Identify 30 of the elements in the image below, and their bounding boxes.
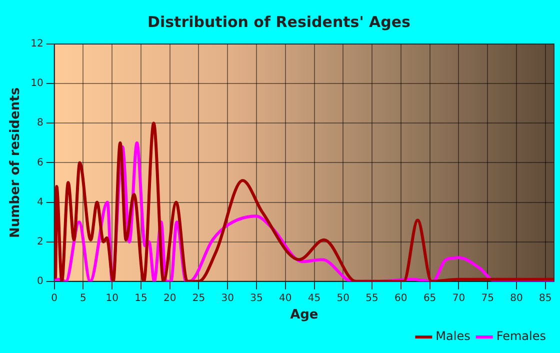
x-tick-label: 65: [423, 292, 436, 304]
y-axis-title: Number of residents: [8, 87, 24, 238]
x-tick-label: 85: [538, 292, 552, 304]
x-tick-label: 60: [394, 292, 408, 304]
x-tick-label: 30: [221, 292, 234, 304]
x-tick-label: 55: [366, 292, 378, 304]
x-tick-label: 80: [510, 292, 523, 304]
x-tick-label: 20: [163, 292, 176, 304]
x-tick-label: 45: [308, 292, 321, 304]
x-tick-label: 10: [106, 292, 118, 304]
x-tick-label: 25: [192, 292, 206, 304]
x-axis-title: Age: [290, 308, 318, 323]
chart-title: Distribution of Residents' Ages: [148, 12, 411, 31]
x-tick-label: 15: [134, 292, 148, 304]
y-tick-label: 0: [36, 276, 44, 287]
y-tick-label: 12: [30, 38, 44, 50]
legend-label: Males: [436, 329, 470, 344]
legend-label: Females: [496, 329, 546, 344]
y-tick-label: 6: [36, 157, 44, 168]
x-tick-label: 5: [80, 292, 86, 304]
x-tick-label: 70: [452, 292, 466, 304]
x-tick-label: 75: [481, 292, 494, 304]
x-tick-label: 50: [336, 292, 350, 304]
y-tick-label: 2: [36, 236, 44, 248]
x-tick-label: 35: [250, 292, 263, 304]
x-tick-label: 40: [279, 292, 292, 304]
y-tick-label: 8: [36, 118, 44, 129]
x-tick-label: 0: [51, 292, 58, 304]
y-tick-label: 10: [30, 78, 44, 90]
y-tick-label: 4: [36, 196, 44, 208]
